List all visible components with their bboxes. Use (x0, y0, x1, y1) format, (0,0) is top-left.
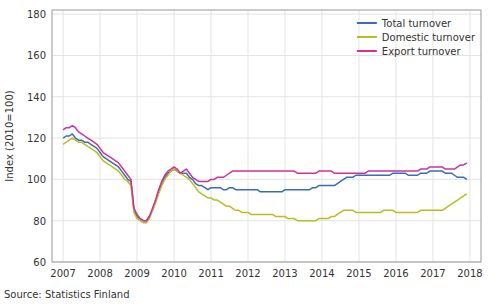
x-grid-line (284, 10, 285, 262)
x-tick-label: 2011 (198, 268, 223, 279)
legend-swatch (357, 50, 377, 52)
x-grid-line (469, 10, 470, 262)
series-line (63, 126, 467, 221)
x-grid-line (100, 10, 101, 262)
y-grid-line (52, 179, 481, 180)
x-grid-line (137, 10, 138, 262)
y-grid-line (52, 14, 481, 15)
legend-label: Export turnover (382, 46, 462, 57)
x-tick-label: 2010 (161, 268, 186, 279)
chart: 60 80 100 120 140 160 180 2007 2008 2009 2010 2011 2… (0, 0, 493, 304)
legend-swatch (357, 22, 377, 24)
x-grid-line (321, 10, 322, 262)
x-grid-line (358, 10, 359, 262)
x-tick-label: 2016 (383, 268, 408, 279)
source-note: Source: Statistics Finland (4, 289, 130, 300)
y-tick-label: 100 (27, 174, 46, 185)
y-tick-label: 80 (33, 216, 46, 227)
legend-swatch (357, 36, 377, 38)
series-lines (63, 126, 467, 223)
x-tick-label: 2007 (50, 268, 75, 279)
x-grid-line (63, 10, 64, 262)
legend-label: Total turnover (381, 18, 452, 29)
x-grid-line (211, 10, 212, 262)
x-tick-label: 2012 (235, 268, 260, 279)
y-grid-line (52, 220, 481, 221)
grid (52, 10, 481, 262)
y-tick-label: 140 (27, 92, 46, 103)
x-grid-line (248, 10, 249, 262)
y-tick-label: 60 (33, 257, 46, 268)
x-tick-label: 2017 (420, 268, 445, 279)
x-tick-label: 2013 (272, 268, 297, 279)
x-tick-label: 2018 (457, 268, 482, 279)
x-tick-label: 2014 (309, 268, 334, 279)
y-axis-label: Index (2010=100) (4, 90, 15, 182)
y-grid-line (52, 138, 481, 139)
x-tick-label: 2015 (346, 268, 371, 279)
y-tick-label: 160 (27, 50, 46, 61)
legend: Total turnover Domestic turnover Export tu… (357, 18, 476, 57)
y-tick-label: 120 (27, 133, 46, 144)
plot-frame (52, 10, 481, 262)
legend-label: Domestic turnover (382, 32, 476, 43)
series-line (63, 138, 467, 223)
y-grid-line (52, 96, 481, 97)
y-tick-label: 180 (27, 9, 46, 20)
x-tick-label: 2008 (87, 268, 112, 279)
x-grid-line (174, 10, 175, 262)
x-tick-label: 2009 (124, 268, 149, 279)
